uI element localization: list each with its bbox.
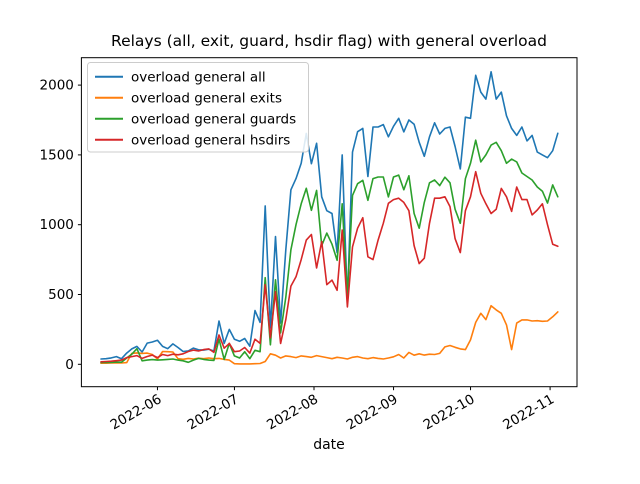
legend-item-all: overload general all <box>95 70 266 86</box>
legend-box <box>87 62 309 153</box>
series-line-all <box>100 71 559 360</box>
legend-item-guards: overload general guards <box>95 112 296 128</box>
legend-label-hsdirs: overload general hsdirs <box>131 133 290 149</box>
y-axis-ticks: 0 500 1000 1500 2000 <box>40 78 82 373</box>
series-line-guards <box>100 139 559 364</box>
legend-label-guards: overload general guards <box>131 112 296 128</box>
axes-frame <box>80 57 578 388</box>
y-tick-label: 2000 <box>40 78 74 94</box>
series-line-exits <box>100 304 559 365</box>
x-axis-label: date <box>313 437 345 453</box>
legend-item-hsdirs: overload general hsdirs <box>95 133 290 149</box>
y-tick-label: 0 <box>65 357 74 373</box>
y-tick-label: 1000 <box>40 217 74 233</box>
chart-title: Relays (all, exit, guard, hsdir flag) wi… <box>111 32 547 50</box>
legend-item-exits: overload general exits <box>95 91 282 107</box>
legend: overload general all overload general ex… <box>87 62 309 153</box>
legend-label-exits: overload general exits <box>131 91 282 107</box>
series-line-hsdirs <box>100 170 559 363</box>
y-tick-label: 500 <box>48 287 74 303</box>
series-lines <box>100 71 559 365</box>
legend-label-all: overload general all <box>131 70 266 86</box>
y-tick-label: 1500 <box>40 147 74 163</box>
